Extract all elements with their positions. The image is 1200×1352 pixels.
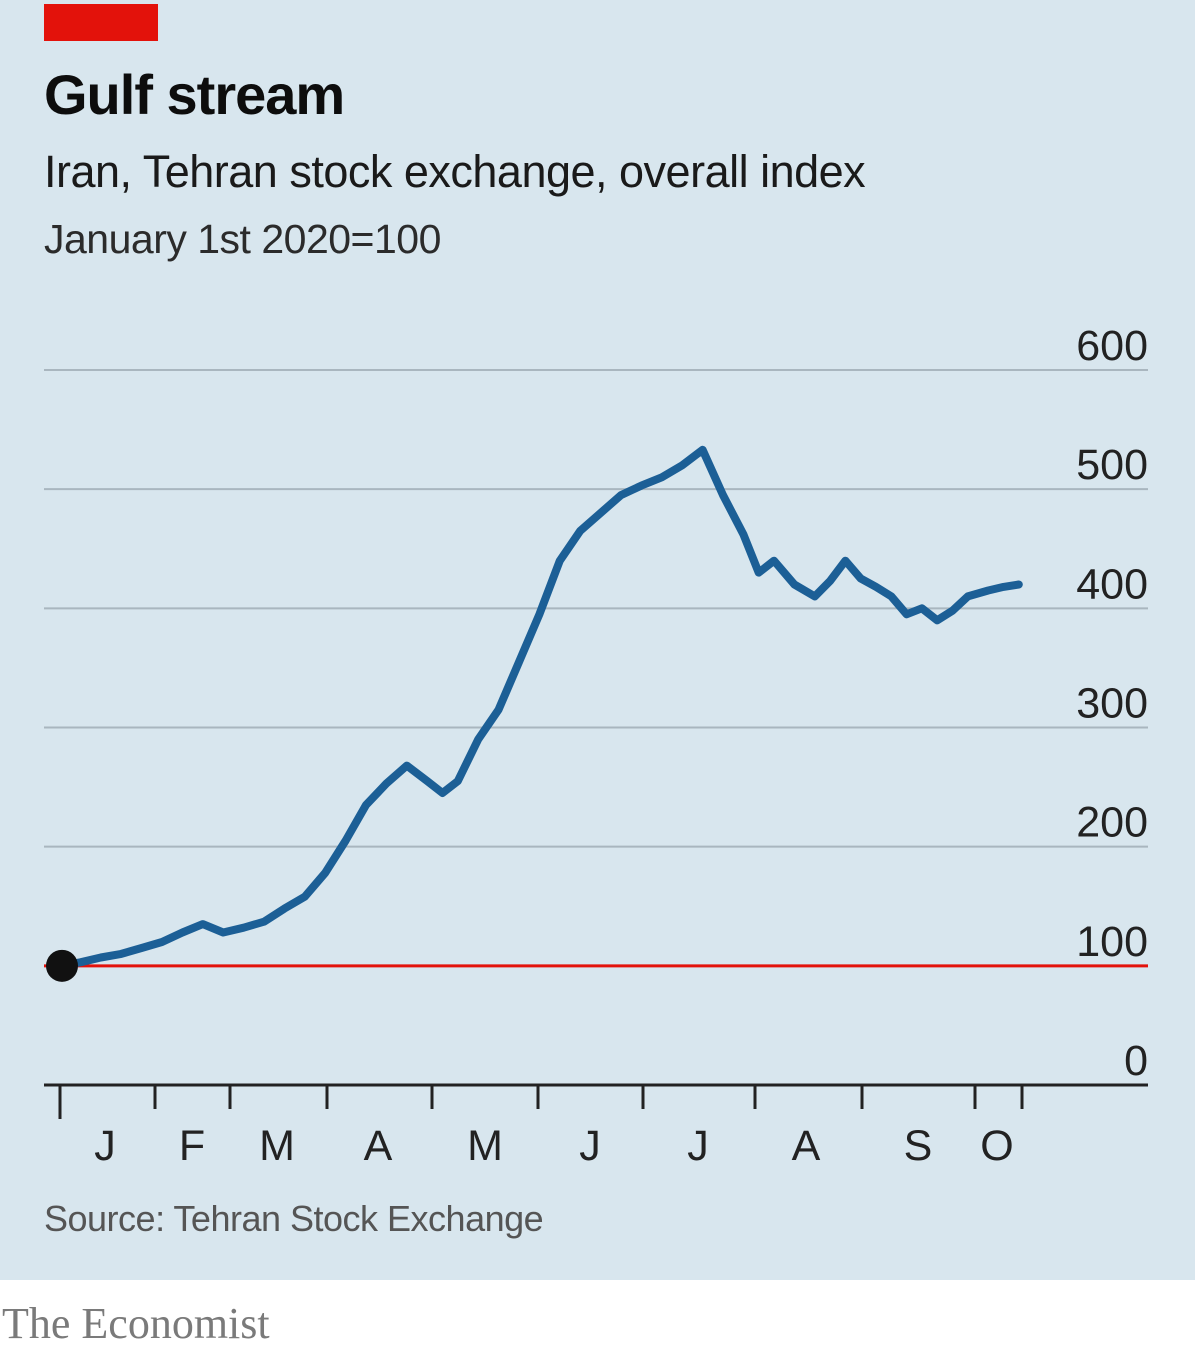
- brand-tag: [44, 4, 158, 41]
- x-tick-label: A: [364, 1122, 393, 1170]
- y-tick-label: 0: [1124, 1037, 1148, 1085]
- start-marker: [46, 949, 78, 982]
- y-tick-label: 400: [1076, 560, 1148, 608]
- y-tick-label: 100: [1076, 918, 1148, 966]
- x-tick-label: A: [792, 1122, 821, 1170]
- series-line-0: [56, 445, 1023, 970]
- y-tick-label: 300: [1076, 680, 1148, 728]
- x-tick-label: M: [259, 1122, 295, 1170]
- x-tick-label: J: [94, 1122, 116, 1170]
- x-tick-label: O: [980, 1122, 1013, 1170]
- x-tick-label: M: [467, 1122, 503, 1170]
- x-tick-label: J: [579, 1122, 601, 1170]
- y-tick-label: 200: [1076, 799, 1148, 847]
- y-axis: 0 100 200 300 400 500 600: [1076, 322, 1148, 1085]
- x-tick-label: S: [904, 1122, 933, 1170]
- y-tick-label: 600: [1076, 322, 1148, 370]
- gridlines: [44, 369, 1148, 968]
- chart-title: Gulf stream: [44, 63, 345, 126]
- chart-subtitle: Iran, Tehran stock exchange, overall ind…: [44, 146, 866, 197]
- source-note: Source: Tehran Stock Exchange: [44, 1198, 544, 1239]
- series-group: [46, 445, 1023, 982]
- chart-panel: [0, 0, 1195, 1280]
- x-tick-label: J: [687, 1122, 709, 1170]
- chart-unit-note: January 1st 2020=100: [44, 216, 441, 262]
- x-tick-label: F: [179, 1122, 205, 1170]
- y-tick-label: 500: [1076, 441, 1148, 489]
- publisher-logo: The Economist: [2, 1299, 270, 1348]
